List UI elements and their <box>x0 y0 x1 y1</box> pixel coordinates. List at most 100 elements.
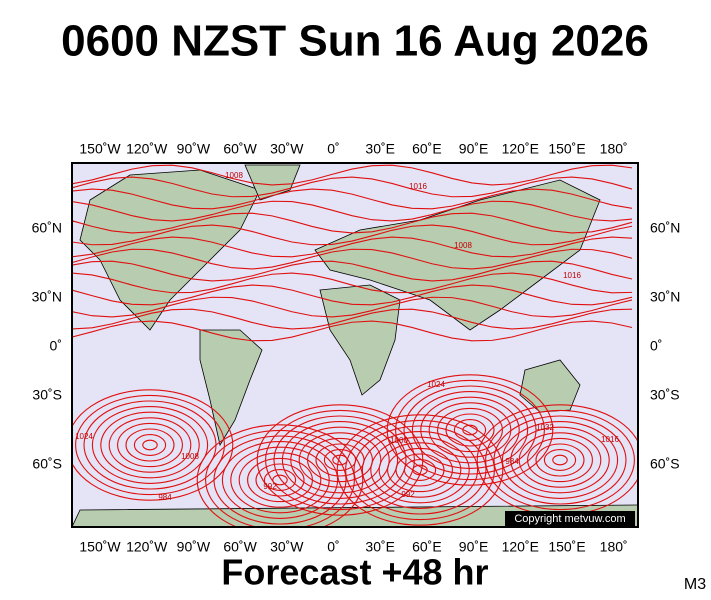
isobar <box>255 463 305 497</box>
lon-label: 90˚E <box>459 141 489 157</box>
lon-label: 120˚E <box>502 141 539 157</box>
lon-label: 120˚W <box>126 539 168 555</box>
isobar <box>230 446 330 514</box>
lon-label: 60˚E <box>412 141 442 157</box>
lon-label: 30˚W <box>270 539 304 555</box>
isobar-label: 1016 <box>563 271 581 280</box>
isobar <box>353 425 487 515</box>
lon-label: 120˚E <box>502 539 539 555</box>
lon-label: 30˚W <box>270 141 304 157</box>
isobar <box>403 459 437 481</box>
isobar <box>411 391 529 469</box>
isobar <box>196 424 364 527</box>
isobar <box>72 320 633 342</box>
lat-label: 0˚ <box>50 338 62 354</box>
isobar-label: 1008 <box>181 452 199 461</box>
lon-label: 90˚W <box>177 141 211 157</box>
isobar <box>527 437 593 483</box>
land <box>72 164 638 527</box>
isobar <box>386 374 554 486</box>
isobar <box>370 436 470 504</box>
isobar <box>535 443 585 477</box>
isobar-label: 992 <box>401 490 415 499</box>
isobar-label: 984 <box>505 457 519 466</box>
isobar <box>205 429 355 527</box>
isobar <box>133 434 167 456</box>
map <box>72 163 638 527</box>
map-code: M3 <box>684 576 706 593</box>
lon-label: 90˚W <box>177 539 211 555</box>
isobar <box>510 426 610 494</box>
lon-label: 0˚ <box>327 539 339 555</box>
isobar <box>72 236 633 258</box>
isobar-label: 1024 <box>427 380 445 389</box>
isobar-label: 1008 <box>225 171 243 180</box>
lon-label: 150˚W <box>79 539 121 555</box>
isobar <box>72 212 633 234</box>
isobar-label: 1016 <box>409 182 427 191</box>
lat-label: 30˚N <box>650 289 680 305</box>
lon-label: 120˚W <box>126 141 168 157</box>
lon-label: 30˚E <box>365 539 395 555</box>
isobar <box>345 419 495 521</box>
isobar <box>72 296 633 318</box>
isobar <box>72 308 633 330</box>
isobar <box>72 176 633 198</box>
isobar <box>117 422 183 468</box>
isobar <box>100 411 200 479</box>
lat-label: 30˚S <box>32 387 62 403</box>
isobar <box>336 414 504 526</box>
isobar <box>485 409 635 511</box>
isobar <box>493 415 627 505</box>
lat-label: 30˚N <box>32 289 62 305</box>
lat-label: 30˚S <box>650 387 680 403</box>
isobar <box>395 379 545 481</box>
lat-label: 60˚S <box>650 456 680 472</box>
isobar <box>453 419 487 441</box>
isobar <box>238 452 322 508</box>
isobar <box>361 431 479 509</box>
isobar-label: 1000 <box>390 436 408 445</box>
isobar <box>72 248 633 270</box>
isobar <box>247 457 313 503</box>
lon-label: 150˚E <box>548 539 585 555</box>
lon-label: 30˚E <box>365 141 395 157</box>
isobars <box>72 164 638 527</box>
isobar <box>213 435 347 525</box>
isobar <box>543 449 577 471</box>
title: 0600 NZST Sun 16 Aug 2026 <box>61 17 649 66</box>
isobar <box>91 406 209 484</box>
lat-label: 60˚N <box>32 220 62 236</box>
isobar-label: 1024 <box>75 432 93 441</box>
lon-label: 150˚W <box>79 141 121 157</box>
forecast-label: Forecast +48 hr <box>221 552 488 593</box>
isobar <box>125 428 175 462</box>
isobar <box>273 415 407 505</box>
lon-label: 180˚ <box>600 141 628 157</box>
isobar <box>221 441 339 519</box>
isobar <box>72 224 633 246</box>
isobar <box>72 272 633 294</box>
isobar <box>72 164 633 186</box>
lon-label: 150˚E <box>548 141 585 157</box>
isobar <box>72 284 633 306</box>
isobar <box>75 394 225 496</box>
isobar-label: 1016 <box>601 435 619 444</box>
copyright-box <box>505 511 635 526</box>
isobar <box>298 432 382 488</box>
isobar <box>420 396 520 464</box>
isobar <box>72 260 633 282</box>
lat-label: 60˚S <box>32 456 62 472</box>
isobar <box>272 474 288 486</box>
isobar <box>403 385 537 475</box>
isobar-label: 992 <box>263 482 277 491</box>
isobar-label: 984 <box>158 493 172 502</box>
isobar <box>445 413 495 447</box>
isobar <box>72 389 234 501</box>
lat-label: 60˚N <box>650 220 680 236</box>
lon-label: 60˚W <box>223 141 257 157</box>
isobar-label: 1008 <box>454 241 472 250</box>
isobar <box>142 439 158 451</box>
isobar <box>387 447 453 493</box>
